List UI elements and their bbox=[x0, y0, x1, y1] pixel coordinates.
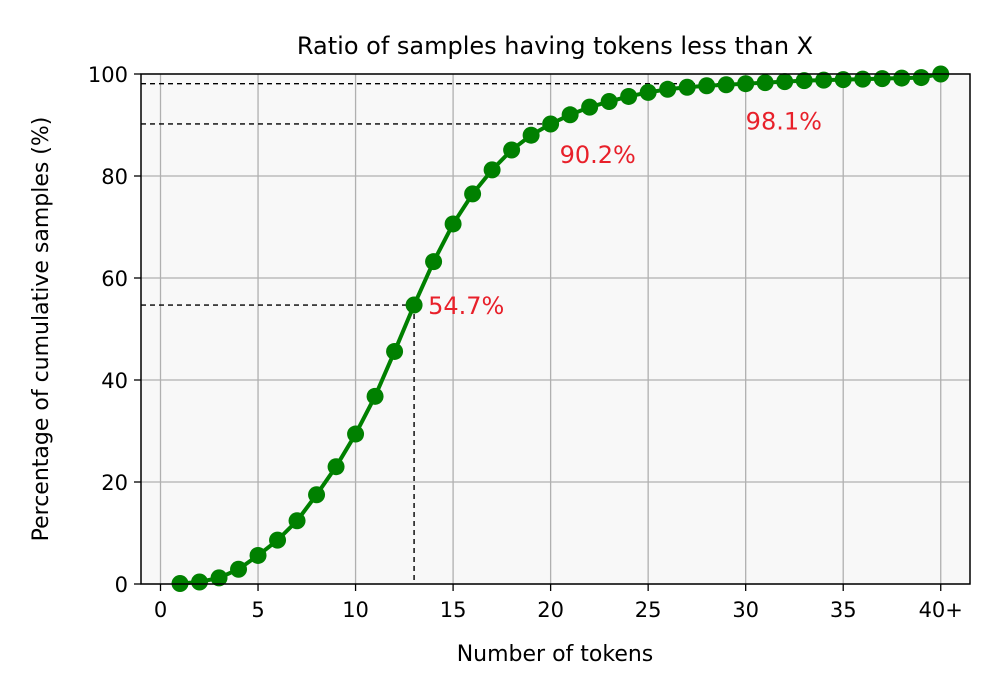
series-line bbox=[179, 72, 942, 586]
data-point bbox=[776, 73, 794, 91]
data-point bbox=[854, 70, 872, 88]
data-point bbox=[327, 458, 345, 476]
x-tick-label: 35 bbox=[830, 598, 857, 622]
data-point bbox=[464, 185, 482, 203]
data-point bbox=[425, 253, 443, 271]
data-point bbox=[288, 512, 306, 530]
data-point bbox=[269, 531, 287, 549]
data-point bbox=[249, 546, 267, 564]
data-point bbox=[717, 76, 735, 94]
x-tick-label: 10 bbox=[342, 598, 369, 622]
data-point bbox=[873, 70, 891, 88]
data-point bbox=[639, 83, 657, 101]
data-point bbox=[659, 80, 677, 98]
y-tick-label: 60 bbox=[101, 267, 128, 291]
annotation-label: 54.7% bbox=[428, 292, 504, 320]
x-tick-label: 15 bbox=[440, 598, 467, 622]
chart-title: Ratio of samples having tokens less than… bbox=[297, 32, 813, 60]
data-point bbox=[795, 72, 813, 90]
y-tick-label: 20 bbox=[101, 471, 128, 495]
data-point bbox=[581, 98, 599, 116]
annotation-label: 98.1% bbox=[746, 108, 822, 136]
y-tick-label: 80 bbox=[101, 165, 128, 189]
plot-background bbox=[141, 74, 970, 584]
data-point bbox=[815, 71, 833, 89]
data-point bbox=[522, 126, 540, 144]
data-point bbox=[191, 573, 209, 591]
data-point bbox=[366, 387, 384, 405]
annotations: 54.7% 90.2% 98.1% bbox=[428, 108, 822, 320]
data-point bbox=[405, 296, 423, 314]
x-axis-label: Number of tokens bbox=[457, 642, 654, 667]
data-point bbox=[737, 75, 755, 93]
data-point bbox=[912, 69, 930, 87]
data-point bbox=[230, 560, 248, 578]
data-point bbox=[542, 115, 560, 133]
data-point bbox=[444, 215, 462, 233]
plot-frame bbox=[140, 73, 971, 585]
data-point bbox=[561, 106, 579, 124]
series-group bbox=[171, 65, 950, 592]
data-point bbox=[600, 93, 618, 111]
data-point bbox=[308, 486, 326, 504]
data-point bbox=[620, 87, 638, 105]
data-point bbox=[503, 141, 521, 159]
annotation-label: 90.2% bbox=[560, 141, 636, 169]
guide-lines bbox=[141, 82, 746, 584]
data-point bbox=[678, 78, 696, 96]
data-point bbox=[386, 342, 404, 360]
data-point bbox=[210, 569, 228, 587]
x-tick-label: 40+ bbox=[919, 598, 963, 622]
data-point bbox=[834, 71, 852, 89]
x-tick-label: 5 bbox=[251, 598, 264, 622]
x-tick-label: 25 bbox=[635, 598, 662, 622]
data-point bbox=[483, 161, 501, 179]
x-tick-label: 0 bbox=[154, 598, 167, 622]
data-point bbox=[893, 69, 911, 87]
data-point bbox=[756, 74, 774, 92]
x-tick-label: 20 bbox=[537, 598, 564, 622]
y-tick-label: 0 bbox=[115, 573, 128, 597]
y-tick-label: 40 bbox=[101, 369, 128, 393]
y-axis-label: Percentage of cumulative samples (%) bbox=[29, 117, 54, 542]
y-tick-label: 100 bbox=[88, 63, 128, 87]
data-point bbox=[347, 425, 365, 443]
x-tick-label: 30 bbox=[732, 598, 759, 622]
data-point bbox=[698, 77, 716, 95]
ticks: 0 5 10 15 20 25 30 35 40+ 0 20 40 60 80 100 bbox=[88, 63, 963, 622]
